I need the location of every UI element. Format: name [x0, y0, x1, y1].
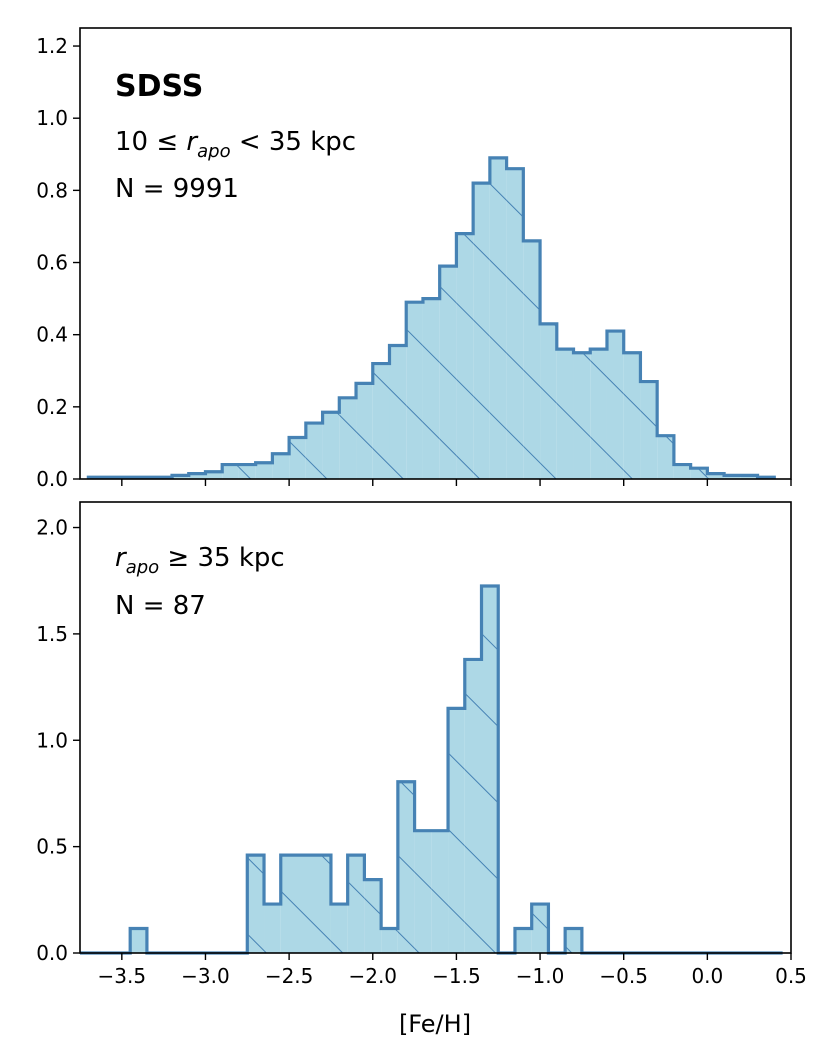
top-histogram-bar-hatch	[506, 168, 524, 479]
bottom-histogram-bar-hatch	[330, 904, 348, 953]
top-histogram-bar-hatch	[623, 352, 641, 479]
bottom-histogram-bar-hatch	[481, 586, 499, 953]
bottom-histogram-bar-hatch	[381, 928, 398, 953]
top-count-label: N = 9991	[115, 174, 239, 204]
top-histogram-bar-hatch	[707, 473, 725, 479]
bottom-x-tick-label: −3.0	[181, 964, 230, 988]
bottom-histogram-bar-hatch	[247, 855, 265, 953]
top-y-tick-label: 1.0	[36, 106, 68, 130]
top-histogram-bar-hatch	[556, 349, 574, 479]
top-histogram-bar-hatch	[473, 183, 490, 480]
top-histogram-bar-hatch	[356, 383, 373, 479]
bottom-panel: 0.0 0.5 1.0 1.5 2.0 −3.5 −3.0 −2.5 −2.0 −1.5 −1.0…	[36, 501, 807, 1038]
bottom-histogram-bar-hatch	[264, 904, 281, 953]
bottom-histogram-bar-hatch	[280, 855, 331, 953]
bottom-annotation-sub: apo	[126, 557, 159, 578]
x-axis-label: [Fe/H]	[399, 1010, 471, 1038]
top-panel: 0.0 0.2 0.4 0.6 0.8 1.0 1.2 SDSS 10 ≤ rapo < 3…	[36, 27, 792, 491]
top-annotation-prefix: 10 ≤	[115, 127, 186, 157]
top-histogram-bar-hatch	[540, 323, 557, 479]
top-histogram-bar-hatch	[339, 397, 357, 479]
bottom-x-tick-label: −1.5	[432, 964, 481, 988]
top-y-tick-label: 1.2	[36, 34, 68, 58]
top-histogram-bar-hatch	[255, 462, 273, 479]
bottom-radius-annotation: rapo ≥ 35 kpc	[115, 543, 285, 578]
bottom-x-tick-label: −2.5	[265, 964, 314, 988]
top-histogram-bar-hatch	[673, 464, 691, 479]
top-title: SDSS	[115, 69, 203, 104]
bottom-histogram	[80, 584, 783, 955]
top-histogram-bar-hatch	[238, 464, 256, 479]
bottom-x-tick-label: −0.5	[599, 964, 648, 988]
bottom-annotation-var: r	[115, 543, 128, 573]
top-histogram-bar-hatch	[606, 331, 624, 479]
bottom-annotation-suffix: ≥ 35 kpc	[159, 543, 285, 573]
bottom-axes-frame	[79, 501, 792, 954]
top-histogram-bar-hatch	[724, 475, 741, 479]
top-y-tick-label: 0.6	[36, 251, 68, 275]
top-annotation-suffix: < 35 kpc	[231, 127, 357, 157]
top-histogram-bar-hatch	[690, 468, 708, 479]
bottom-x-axis: −3.5 −3.0 −2.5 −2.0 −1.5 −1.0 −0.5 0.0 0.5	[98, 953, 807, 988]
top-histogram-bar-hatch	[590, 349, 607, 479]
top-histogram-bar-hatch	[573, 352, 591, 479]
top-y-tick-label: 0.4	[36, 323, 68, 347]
top-histogram-bar-hatch	[456, 233, 474, 479]
bottom-y-tick-label: 1.5	[36, 622, 68, 646]
top-histogram-bar-hatch	[305, 423, 323, 479]
bottom-histogram-bar-hatch	[531, 904, 549, 953]
bottom-x-tick-label: 0.5	[775, 964, 807, 988]
bottom-histogram-bar-hatch	[464, 659, 482, 953]
bottom-histogram-bar-hatch	[364, 879, 382, 953]
bottom-x-tick-label: −3.5	[98, 964, 147, 988]
bottom-y-tick-label: 1.0	[36, 728, 68, 752]
top-radius-annotation: 10 ≤ rapo < 35 kpc	[115, 127, 356, 162]
top-histogram-bar-hatch	[439, 266, 457, 479]
top-histogram-bar-hatch	[740, 475, 758, 479]
bottom-histogram-bar-hatch	[414, 830, 432, 953]
bottom-histogram-bar-hatch	[130, 928, 147, 953]
top-histogram-outline	[86, 156, 776, 479]
top-annotation-var: r	[186, 127, 199, 157]
top-histogram-bar-hatch	[289, 437, 306, 479]
bottom-count-label: N = 87	[115, 591, 206, 621]
top-histogram-bar-hatch	[322, 412, 340, 479]
top-histogram-bar-hatch	[406, 302, 423, 479]
top-histogram-bar-hatch	[523, 240, 541, 479]
bottom-y-tick-label: 0.5	[36, 835, 68, 859]
top-histogram-bar-hatch	[172, 475, 189, 479]
bottom-y-axis: 0.0 0.5 1.0 1.5 2.0	[36, 516, 80, 965]
bottom-histogram-bar-hatch	[448, 708, 465, 953]
top-histogram-bar-hatch	[272, 453, 290, 479]
bottom-histogram-bar-hatch	[397, 781, 415, 953]
bottom-histogram-bar-hatch	[431, 830, 449, 953]
top-histogram-bar-hatch	[422, 298, 440, 479]
bottom-histogram-outline	[80, 584, 783, 955]
bottom-histogram-bar-hatch	[347, 855, 365, 953]
top-annotation-sub: apo	[197, 141, 230, 162]
top-histogram-bar-hatch	[205, 471, 223, 479]
bottom-x-tick-label: 0.0	[691, 964, 723, 988]
bottom-x-tick-label: −1.0	[516, 964, 565, 988]
top-y-axis: 0.0 0.2 0.4 0.6 0.8 1.0 1.2	[36, 34, 792, 491]
bottom-histogram-bar-hatch	[565, 928, 582, 953]
top-y-tick-label: 0.0	[36, 467, 68, 491]
bottom-histogram-bar-hatch	[514, 928, 532, 953]
top-histogram	[86, 156, 776, 480]
top-histogram-bar-hatch	[489, 157, 507, 479]
top-histogram-bar-hatch	[372, 363, 390, 479]
top-y-tick-label: 0.2	[36, 395, 68, 419]
top-y-tick-label: 0.8	[36, 178, 68, 202]
top-histogram-bar-hatch	[222, 464, 239, 479]
top-axes-frame	[79, 27, 792, 480]
bottom-y-tick-label: 2.0	[36, 516, 68, 540]
top-histogram-bar-hatch	[389, 345, 407, 479]
top-histogram-bar-hatch	[657, 435, 674, 479]
bottom-y-tick-label: 0.0	[36, 941, 68, 965]
top-histogram-bar-hatch	[188, 473, 206, 479]
top-histogram-bar-hatch	[640, 381, 658, 479]
bottom-x-tick-label: −2.0	[348, 964, 397, 988]
